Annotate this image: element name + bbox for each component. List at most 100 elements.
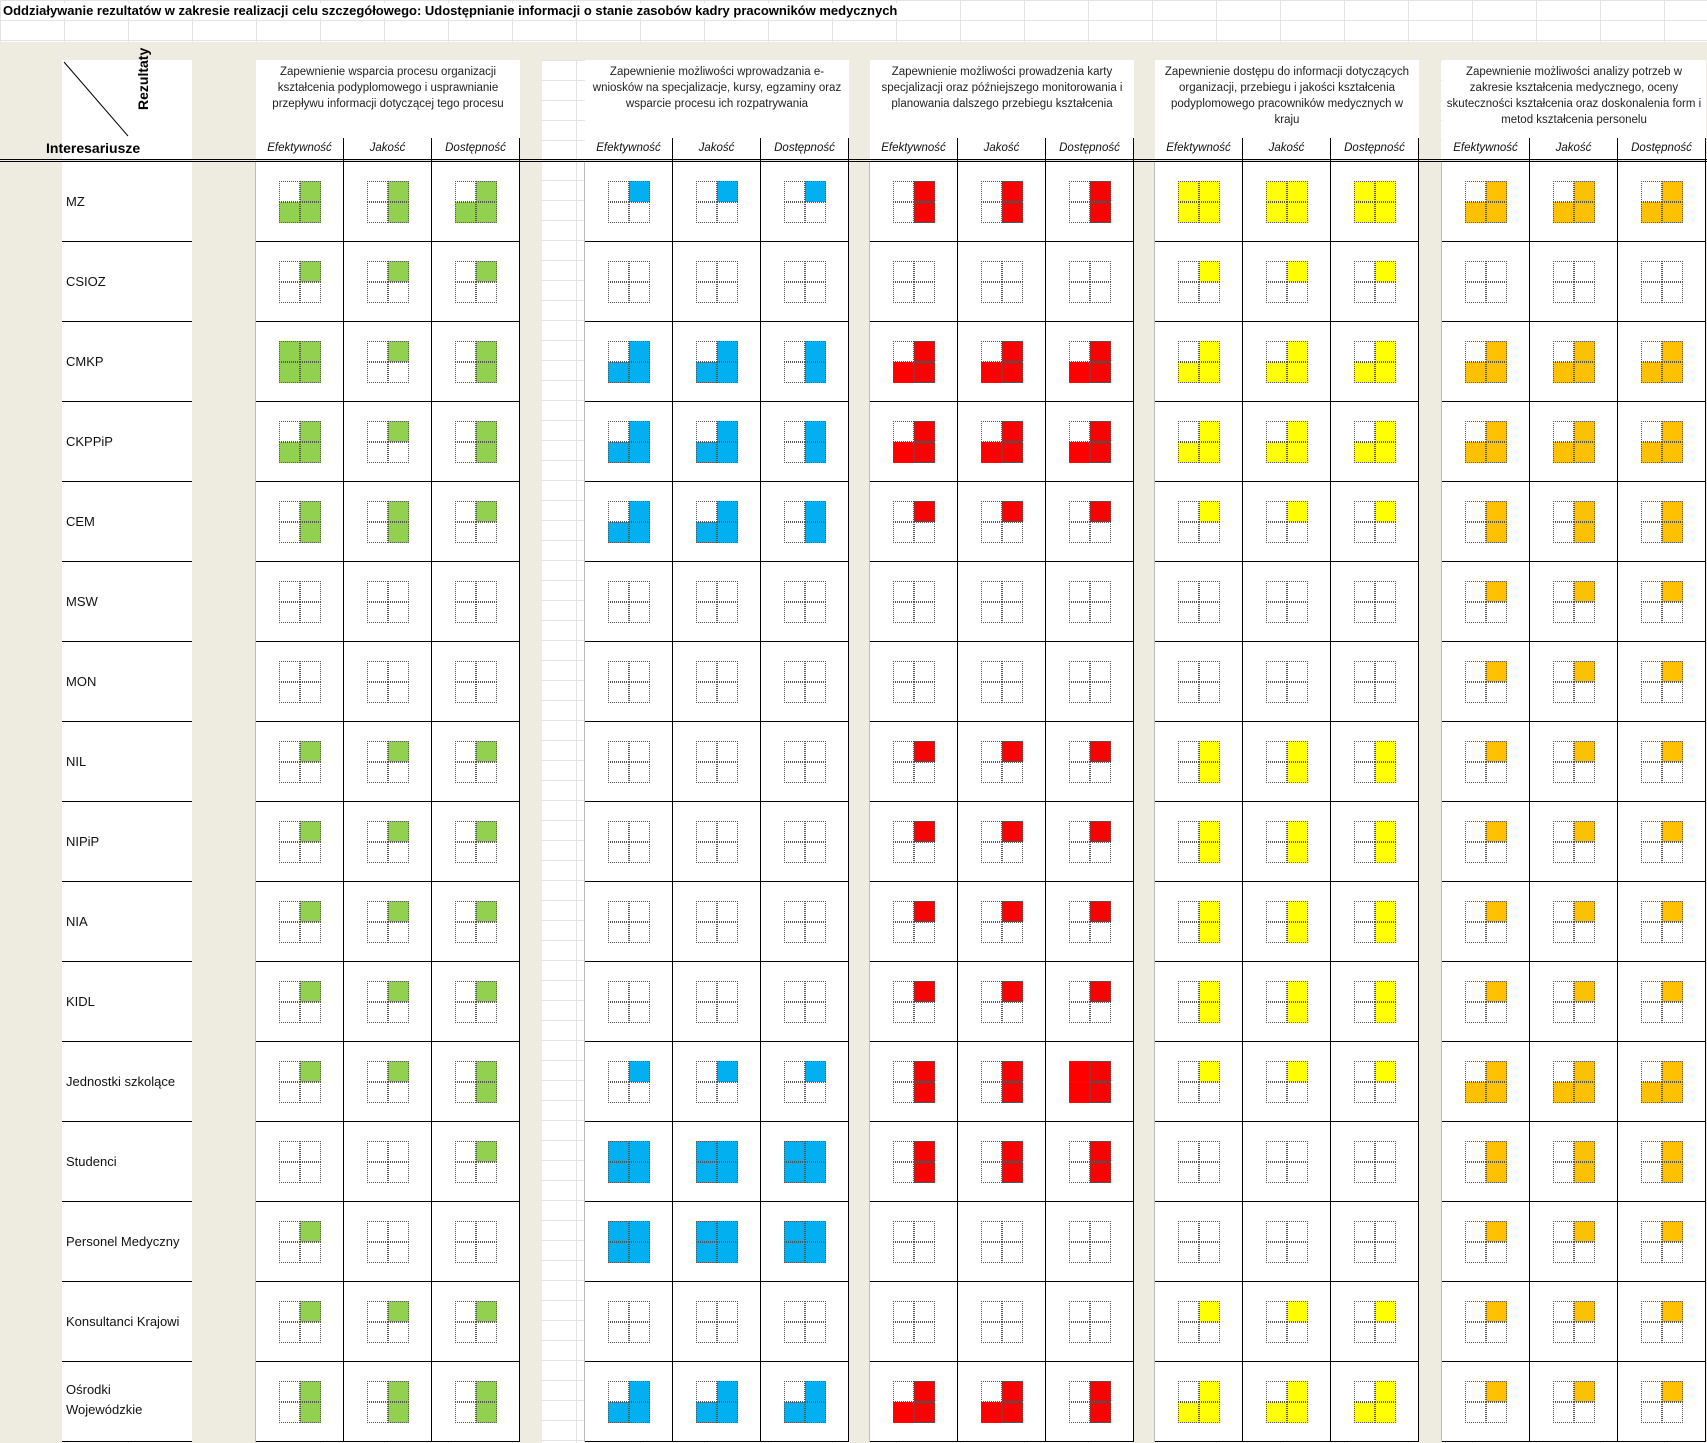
indicator-quadrant-bl <box>784 1402 805 1423</box>
indicator-quadrant-bl <box>1354 362 1375 383</box>
impact-indicator-icon <box>696 421 738 463</box>
indicator-quadrant-br <box>1486 1002 1507 1023</box>
impact-indicator-icon <box>367 181 409 223</box>
indicator-quadrant-br <box>805 1002 826 1023</box>
indicator-quadrant-br <box>300 1402 321 1423</box>
indicator-quadrant-tl <box>1465 1301 1486 1322</box>
indicator-quadrant-br <box>1375 362 1396 383</box>
indicator-quadrant-tl <box>367 501 388 522</box>
indicator-quadrant-br <box>476 922 497 943</box>
indicator-quadrant-br <box>1199 1082 1220 1103</box>
indicator-quadrant-br <box>717 842 738 863</box>
row-separator <box>62 241 192 242</box>
impact-indicator-icon <box>1553 1381 1595 1423</box>
row-separator <box>62 1441 192 1442</box>
indicator-quadrant-tl <box>455 981 476 1002</box>
impact-indicator-icon <box>981 1061 1023 1103</box>
indicator-quadrant-br <box>1287 922 1308 943</box>
indicator-quadrant-bl <box>1553 362 1574 383</box>
row-separator <box>1442 1361 1706 1362</box>
indicator-quadrant-tl <box>981 901 1002 922</box>
impact-indicator-icon <box>981 981 1023 1023</box>
indicator-quadrant-tl <box>1178 1221 1199 1242</box>
indicator-quadrant-br <box>1486 762 1507 783</box>
indicator-quadrant-br <box>1090 1242 1111 1263</box>
row-separator <box>62 1041 192 1042</box>
indicator-quadrant-bl <box>981 1162 1002 1183</box>
indicator-quadrant-tl <box>1069 1221 1090 1242</box>
indicator-quadrant-bl <box>1266 1322 1287 1343</box>
indicator-quadrant-tr <box>717 341 738 362</box>
impact-indicator-icon <box>1354 901 1396 943</box>
indicator-quadrant-br <box>914 682 935 703</box>
indicator-quadrant-tr <box>300 261 321 282</box>
indicator-quadrant-tr <box>300 501 321 522</box>
row-separator <box>256 401 520 402</box>
indicator-quadrant-tr <box>1090 1061 1111 1082</box>
indicator-quadrant-tr <box>300 901 321 922</box>
indicator-quadrant-br <box>1574 1002 1595 1023</box>
indicator-quadrant-bl <box>696 762 717 783</box>
indicator-quadrant-bl <box>1465 1322 1486 1343</box>
indicator-quadrant-bl <box>1465 1082 1486 1103</box>
indicator-quadrant-br <box>1090 442 1111 463</box>
indicator-quadrant-tl <box>981 1221 1002 1242</box>
column-separator <box>1529 138 1530 1442</box>
indicator-quadrant-bl <box>784 1162 805 1183</box>
indicator-quadrant-br <box>1090 1322 1111 1343</box>
row-separator <box>1155 721 1419 722</box>
impact-indicator-icon <box>893 341 935 383</box>
row-separator <box>870 1041 1134 1042</box>
indicator-quadrant-tl <box>1465 501 1486 522</box>
indicator-quadrant-tr <box>1287 181 1308 202</box>
row-separator <box>1155 1361 1419 1362</box>
impact-indicator-icon <box>1354 181 1396 223</box>
indicator-quadrant-tl <box>784 181 805 202</box>
indicator-quadrant-tr <box>1375 501 1396 522</box>
indicator-quadrant-br <box>1375 1082 1396 1103</box>
indicator-quadrant-tr <box>476 421 497 442</box>
row-separator <box>585 241 849 242</box>
impact-indicator-icon <box>1465 1141 1507 1183</box>
indicator-quadrant-bl <box>1266 202 1287 223</box>
indicator-quadrant-tl <box>696 261 717 282</box>
indicator-quadrant-br <box>717 682 738 703</box>
indicator-quadrant-br <box>1287 1162 1308 1183</box>
row-separator <box>256 721 520 722</box>
row-separator <box>1155 561 1419 562</box>
impact-indicator-icon <box>455 501 497 543</box>
indicator-quadrant-bl <box>608 282 629 303</box>
indicator-quadrant-tr <box>1287 821 1308 842</box>
indicator-quadrant-br <box>1375 442 1396 463</box>
indicator-quadrant-tr <box>914 1381 935 1402</box>
indicator-quadrant-tl <box>367 261 388 282</box>
indicator-quadrant-bl <box>1641 762 1662 783</box>
indicator-quadrant-br <box>1199 522 1220 543</box>
row-separator <box>585 1041 849 1042</box>
indicator-quadrant-tl <box>1553 1301 1574 1322</box>
impact-indicator-icon <box>1641 341 1683 383</box>
indicator-quadrant-bl <box>1178 1242 1199 1263</box>
indicator-quadrant-bl <box>279 682 300 703</box>
indicator-quadrant-tr <box>717 421 738 442</box>
impact-indicator-icon <box>696 341 738 383</box>
indicator-quadrant-br <box>914 362 935 383</box>
indicator-quadrant-tl <box>367 901 388 922</box>
indicator-quadrant-br <box>1375 202 1396 223</box>
indicator-quadrant-tl <box>1266 821 1287 842</box>
indicator-quadrant-br <box>1662 442 1683 463</box>
indicator-quadrant-tl <box>893 901 914 922</box>
indicator-quadrant-bl <box>608 1082 629 1103</box>
row-separator <box>1155 1281 1419 1282</box>
indicator-quadrant-tl <box>784 261 805 282</box>
subheader-3-1: Efektywność <box>870 138 957 160</box>
indicator-quadrant-bl <box>1069 362 1090 383</box>
row-separator <box>1442 641 1706 642</box>
group-header-5: Zapewnienie możliwości analizy potrzeb w… <box>1442 60 1706 138</box>
indicator-quadrant-tl <box>696 181 717 202</box>
row-separator <box>256 1441 520 1442</box>
impact-indicator-icon <box>367 1141 409 1183</box>
indicator-quadrant-tl <box>608 821 629 842</box>
impact-indicator-icon <box>1069 1221 1111 1263</box>
impact-indicator-icon <box>1465 501 1507 543</box>
